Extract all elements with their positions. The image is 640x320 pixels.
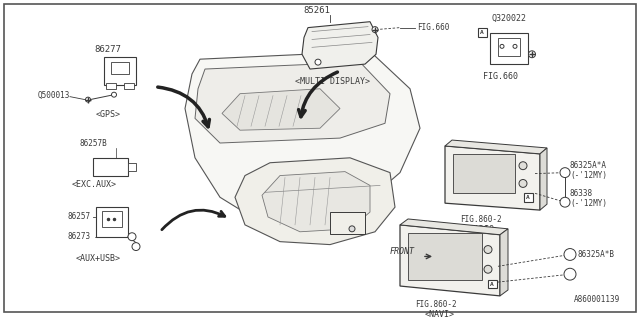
- Text: A: A: [480, 30, 484, 35]
- Circle shape: [519, 162, 527, 170]
- Bar: [498, 38, 520, 56]
- Bar: [102, 211, 122, 227]
- Text: (-'12MY): (-'12MY): [570, 199, 607, 208]
- Bar: [128, 163, 136, 171]
- Polygon shape: [540, 148, 547, 210]
- Text: 86277: 86277: [95, 45, 122, 54]
- FancyArrowPatch shape: [299, 72, 337, 117]
- Text: 86325A*B: 86325A*B: [578, 250, 615, 259]
- Polygon shape: [262, 172, 370, 232]
- Text: A: A: [526, 195, 530, 200]
- Text: <AUX+USB>: <AUX+USB>: [76, 254, 120, 263]
- Bar: [490, 33, 528, 64]
- Text: 85261: 85261: [303, 6, 330, 15]
- Circle shape: [484, 265, 492, 273]
- FancyArrowPatch shape: [162, 210, 225, 230]
- Circle shape: [484, 245, 492, 253]
- Text: FIG.660: FIG.660: [417, 23, 449, 32]
- Circle shape: [128, 233, 136, 241]
- Polygon shape: [400, 219, 508, 235]
- Polygon shape: [235, 158, 395, 244]
- Text: 86273: 86273: [67, 232, 90, 241]
- Text: <RADIO>: <RADIO>: [465, 225, 500, 234]
- Circle shape: [500, 44, 504, 48]
- Circle shape: [349, 226, 355, 232]
- Polygon shape: [195, 62, 390, 143]
- Circle shape: [513, 44, 517, 48]
- Circle shape: [111, 92, 116, 97]
- Text: Q320022: Q320022: [492, 14, 527, 23]
- Bar: [124, 83, 134, 89]
- Bar: [93, 158, 128, 176]
- Text: 86325A*A: 86325A*A: [570, 161, 607, 170]
- Text: A: A: [490, 282, 494, 286]
- Circle shape: [372, 27, 378, 33]
- Text: FIG.860-2: FIG.860-2: [415, 300, 456, 309]
- FancyArrowPatch shape: [158, 87, 209, 127]
- Text: 86338: 86338: [570, 189, 593, 198]
- Polygon shape: [400, 225, 500, 296]
- Text: <EXC.AUX>: <EXC.AUX>: [72, 180, 116, 189]
- Circle shape: [86, 97, 90, 102]
- Text: A860001139: A860001139: [573, 295, 620, 304]
- Polygon shape: [445, 140, 547, 154]
- Bar: [488, 280, 497, 289]
- Circle shape: [519, 180, 527, 188]
- Circle shape: [560, 197, 570, 207]
- Text: (-'12MY): (-'12MY): [570, 171, 607, 180]
- Bar: [96, 207, 128, 237]
- Circle shape: [132, 243, 140, 251]
- Polygon shape: [302, 22, 378, 69]
- Bar: [111, 62, 129, 74]
- Text: FIG.660: FIG.660: [483, 72, 518, 81]
- Bar: [330, 212, 365, 234]
- Circle shape: [560, 168, 570, 178]
- Polygon shape: [222, 89, 340, 130]
- Text: <MULTI DISPLAY>: <MULTI DISPLAY>: [295, 77, 370, 86]
- Text: <NAVI>: <NAVI>: [425, 310, 455, 319]
- Polygon shape: [185, 51, 420, 227]
- Circle shape: [529, 51, 536, 58]
- Bar: [477, 28, 486, 37]
- Bar: [453, 154, 515, 193]
- Polygon shape: [445, 146, 540, 210]
- Circle shape: [564, 249, 576, 260]
- Polygon shape: [500, 229, 508, 296]
- Text: Q500013: Q500013: [38, 91, 70, 100]
- Bar: [524, 193, 532, 202]
- Text: FRONT: FRONT: [390, 247, 415, 256]
- Circle shape: [315, 59, 321, 65]
- Text: <GPS>: <GPS>: [95, 110, 120, 119]
- Bar: [104, 57, 136, 85]
- Text: 86257: 86257: [67, 212, 90, 221]
- Text: 86257B: 86257B: [80, 139, 108, 148]
- Bar: [106, 83, 116, 89]
- Bar: [408, 233, 482, 280]
- Text: FIG.860-2: FIG.860-2: [460, 215, 502, 224]
- Circle shape: [564, 268, 576, 280]
